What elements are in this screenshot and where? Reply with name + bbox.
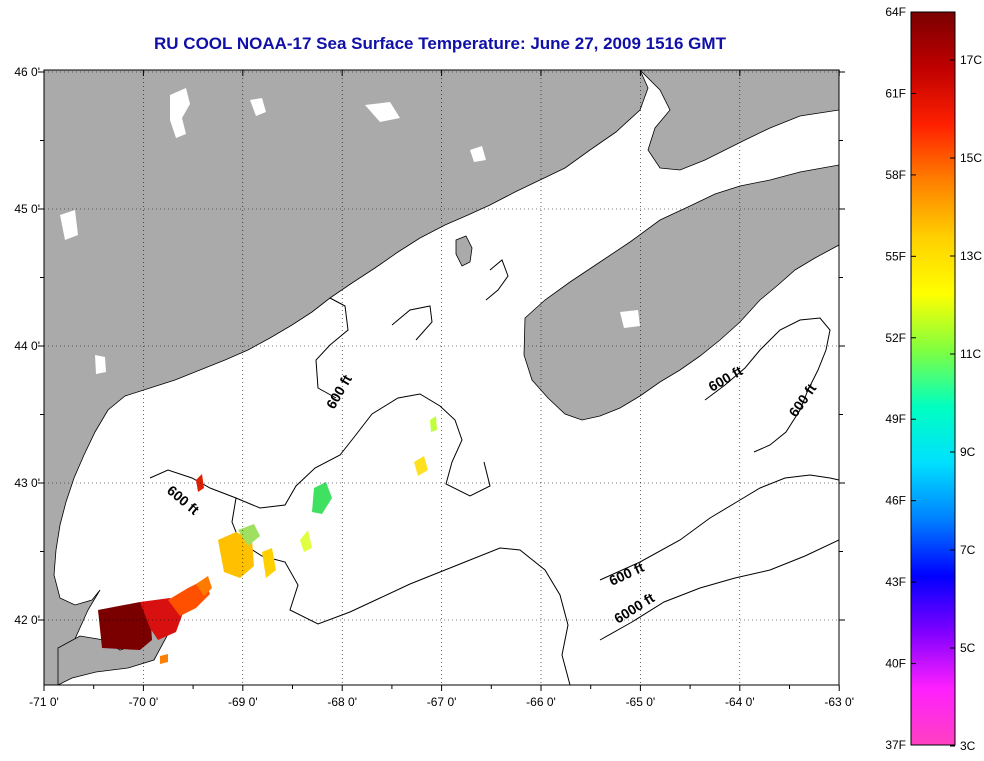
land-grand-manan — [455, 235, 473, 267]
lon-tick-label: -70 0' — [129, 695, 159, 709]
land-new-brunswick — [639, 70, 839, 171]
lon-tick-label: -66 0' — [526, 695, 556, 709]
lon-tick-label: -71 0' — [29, 695, 59, 709]
lat-tick-label: 43 0' — [14, 476, 40, 490]
lon-tick-label: -67 0' — [427, 695, 457, 709]
inland-lakes — [60, 88, 640, 374]
colorbar-c-label: 17C — [960, 53, 982, 67]
colorbar-f-label: 52F — [885, 331, 906, 345]
lon-tick-label: -68 0' — [327, 695, 357, 709]
axis-ticks — [38, 70, 845, 691]
colorbar-c-label: 9C — [960, 445, 976, 459]
colorbar-c-label: 11C — [960, 347, 981, 361]
lon-tick-label: -65 0' — [626, 695, 656, 709]
lat-tick-label: 44 0' — [14, 339, 40, 353]
lon-tick-label: -69 0' — [228, 695, 258, 709]
colorbar-c-label: 7C — [960, 543, 976, 557]
colorbar-c-label: 3C — [960, 739, 976, 753]
colorbar-f-label: 40F — [885, 657, 906, 671]
lat-tick-label: 46 0' — [14, 65, 40, 79]
colorbar-f-label: 64F — [885, 5, 906, 19]
longitude-labels: -71 0' -70 0' -69 0' -68 0' -67 0' -66 0' -65 … — [29, 695, 854, 709]
colorbar-celsius-labels: 17C 15C 13C 11C 9C 7C 5C 3C — [950, 53, 982, 753]
colorbar-c-label: 13C — [960, 249, 982, 263]
colorbar-c-label: 15C — [960, 151, 982, 165]
colorbar-f-label: 37F — [885, 738, 906, 752]
lon-tick-label: -64 0' — [725, 695, 755, 709]
plot-area — [44, 70, 839, 685]
lat-tick-label: 42 0' — [14, 613, 40, 627]
colorbar: 64F 61F 58F 55F 52F 49F 46F 43F 40F 37F 17C 15C 13C… — [885, 5, 982, 753]
colorbar-c-label: 5C — [960, 641, 976, 655]
lat-tick-label: 45 0' — [14, 202, 40, 216]
colorbar-f-label: 55F — [885, 249, 906, 263]
map-title: RU COOL NOAA-17 Sea Surface Temperature:… — [154, 34, 726, 53]
colorbar-f-label: 43F — [885, 575, 906, 589]
colorbar-f-label: 46F — [885, 494, 906, 508]
colorbar-f-label: 61F — [885, 86, 906, 100]
colorbar-gradient — [910, 11, 956, 746]
land-new-england — [44, 70, 649, 685]
lon-tick-label: -63 0' — [824, 695, 854, 709]
colorbar-fahrenheit-labels: 64F 61F 58F 55F 52F 49F 46F 43F 40F 37F — [885, 5, 916, 752]
sst-data — [98, 416, 437, 664]
latitude-labels: 46 0' 45 0' 44 0' 43 0' 42 0' — [14, 65, 40, 627]
colorbar-f-label: 58F — [885, 168, 906, 182]
colorbar-f-label: 49F — [885, 412, 906, 426]
graticule — [44, 70, 839, 685]
land-nova-scotia — [523, 164, 839, 421]
